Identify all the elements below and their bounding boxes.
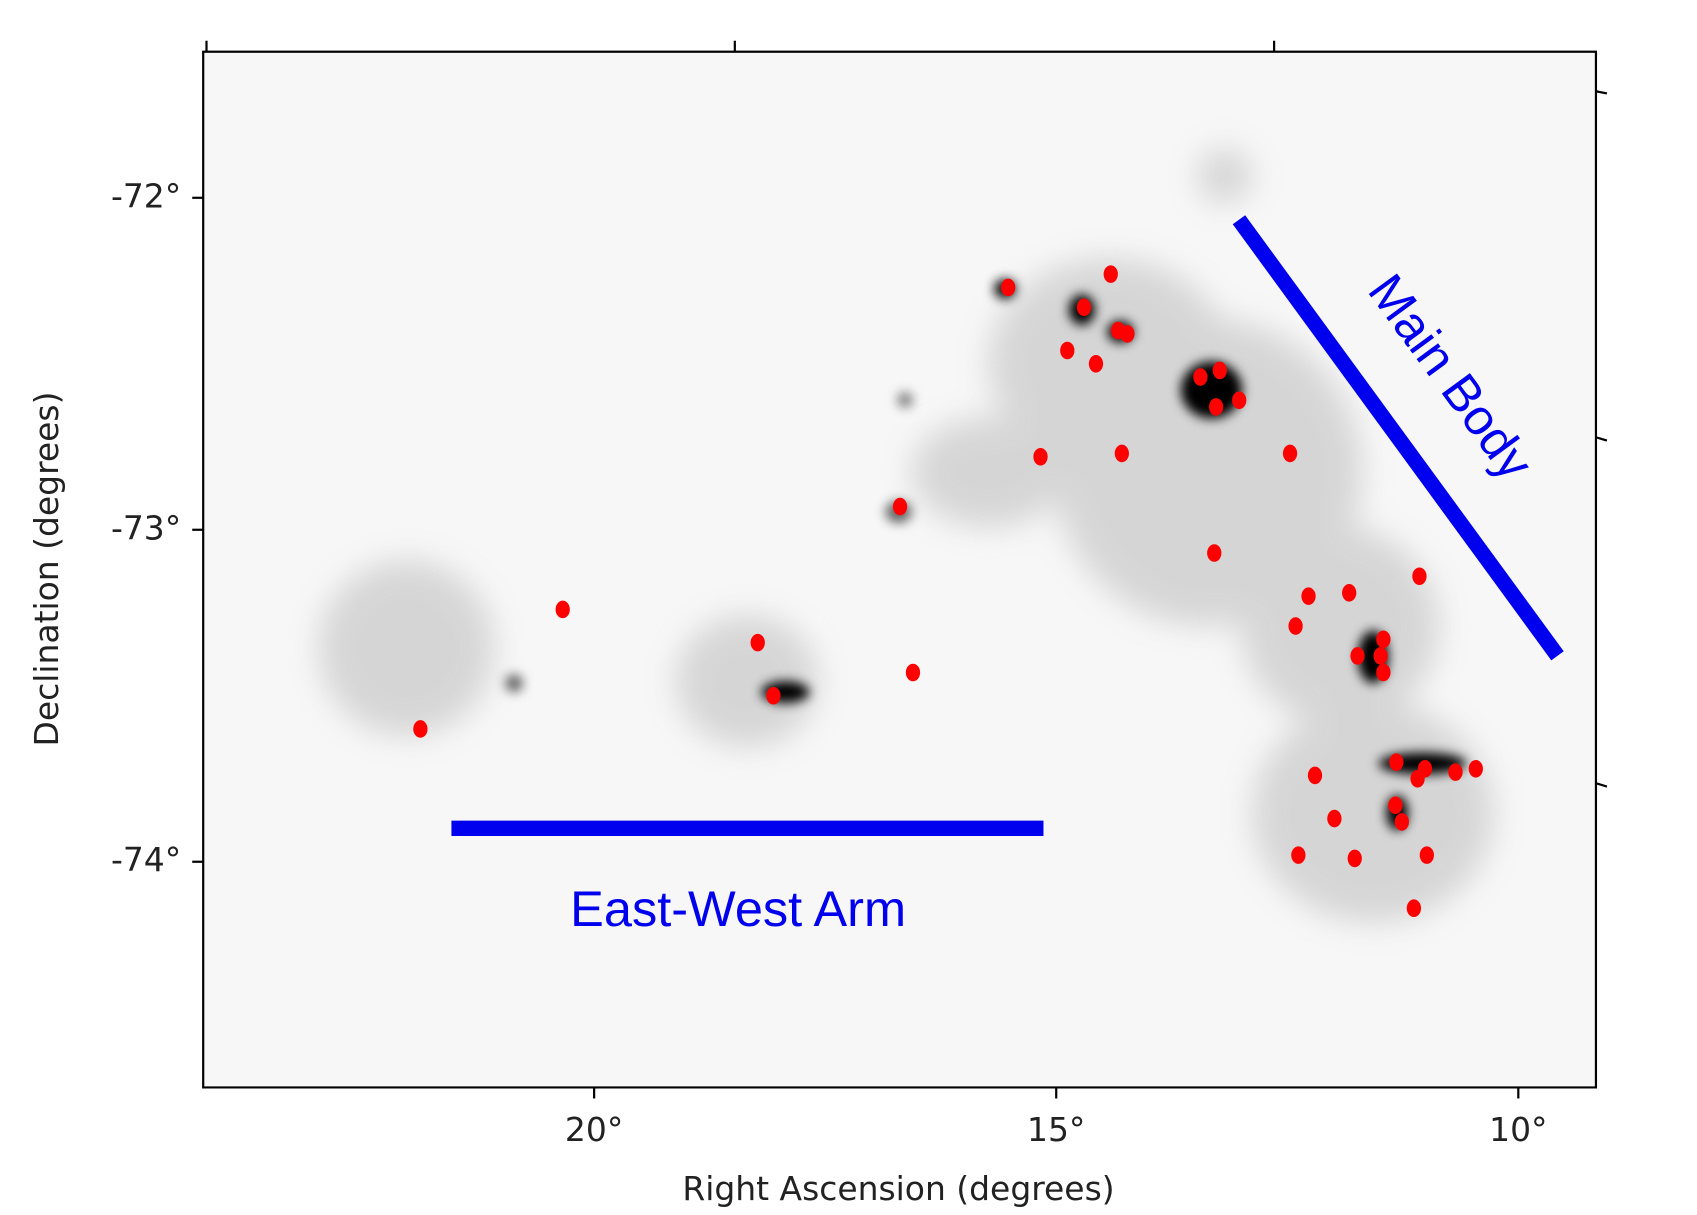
point [1103,265,1118,283]
annotation: East-West Arm [570,880,906,937]
point [555,600,570,619]
point [1394,813,1410,831]
point [1212,361,1227,380]
point [1350,647,1365,665]
point [1419,846,1434,864]
point [1468,760,1483,778]
point [1347,849,1362,868]
x-tick-label: 20° [565,1110,623,1149]
point [1376,630,1391,649]
x-axis-label: Right Ascension (degrees) [682,1169,1114,1208]
point [1088,354,1104,373]
point [1001,278,1016,297]
point [1410,769,1425,788]
point [892,497,908,516]
point [413,720,428,738]
x-tick-label: 10° [1489,1110,1547,1149]
point [1076,298,1092,317]
point [1232,391,1247,410]
y-axis-label: Declination (degrees) [27,392,66,747]
point [1412,567,1427,586]
point [1120,325,1135,343]
point [1376,663,1391,682]
point [766,686,781,705]
point [1327,809,1342,828]
point [1448,763,1463,781]
point [1208,398,1224,416]
point [1389,753,1404,771]
point [1207,544,1222,562]
point [1114,444,1129,463]
point [1033,447,1048,466]
secondary-ticks [205,40,1608,788]
point [1288,617,1303,635]
point [1301,587,1316,605]
x-tick-label: 15° [1027,1110,1085,1149]
y-tick-label: -72° [111,176,181,215]
body-marker [1232,215,1564,661]
point [1307,766,1323,785]
point [1388,796,1403,815]
y-tick-label: -74° [111,840,181,879]
point [1342,584,1357,602]
point [905,663,921,682]
point [1406,899,1422,918]
point [1193,368,1208,386]
point [1291,846,1306,864]
point [750,633,765,652]
marks [413,265,1483,918]
point [1373,647,1388,665]
point [1282,444,1298,463]
point [1060,341,1075,360]
plot-frame [202,50,1598,1089]
y-tick-label: -73° [111,508,181,547]
